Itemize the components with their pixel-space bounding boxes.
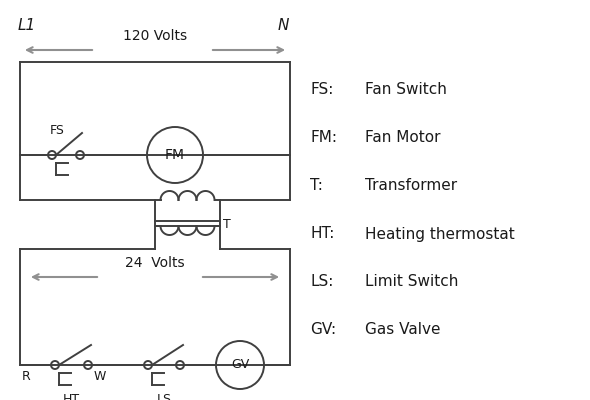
Text: N: N [278, 18, 289, 33]
Text: 120 Volts: 120 Volts [123, 29, 187, 43]
Text: Fan Motor: Fan Motor [365, 130, 441, 146]
Text: GV: GV [231, 358, 249, 372]
Text: R: R [22, 370, 31, 383]
Text: FM: FM [165, 148, 185, 162]
Text: FS: FS [50, 124, 65, 137]
Text: GV:: GV: [310, 322, 336, 338]
Text: FS:: FS: [310, 82, 333, 98]
Text: L1: L1 [18, 18, 36, 33]
Text: LS:: LS: [310, 274, 333, 290]
Text: Transformer: Transformer [365, 178, 457, 194]
Text: Fan Switch: Fan Switch [365, 82, 447, 98]
Text: LS: LS [156, 393, 172, 400]
Text: Limit Switch: Limit Switch [365, 274, 458, 290]
Text: FM:: FM: [310, 130, 337, 146]
Text: T: T [223, 218, 231, 230]
Text: HT: HT [63, 393, 80, 400]
Text: HT:: HT: [310, 226, 335, 242]
Text: T:: T: [310, 178, 323, 194]
Text: Heating thermostat: Heating thermostat [365, 226, 514, 242]
Text: 24  Volts: 24 Volts [125, 256, 185, 270]
Text: Gas Valve: Gas Valve [365, 322, 441, 338]
Text: W: W [94, 370, 106, 383]
